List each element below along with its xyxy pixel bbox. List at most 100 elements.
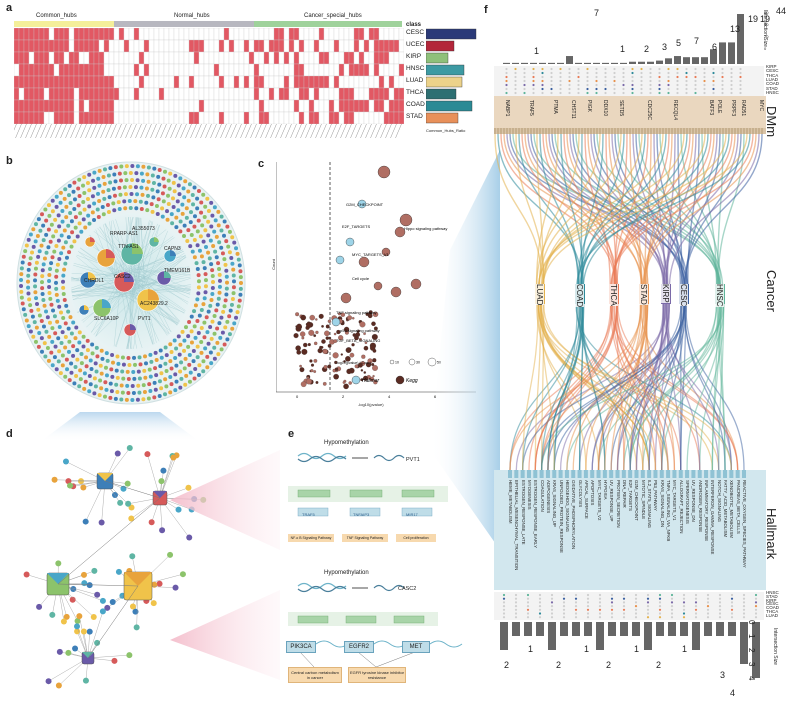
heatmap-cell xyxy=(333,28,340,41)
set-dot xyxy=(742,597,746,600)
heatmap-cell xyxy=(33,87,40,101)
heatmap-cell xyxy=(88,75,95,89)
network-node xyxy=(224,280,229,285)
heatmap-cell xyxy=(48,28,55,41)
network-node xyxy=(102,181,107,186)
heatmap-cell xyxy=(103,28,110,41)
heatmap-cell xyxy=(268,51,275,65)
network-node xyxy=(155,189,160,194)
dmm-gene-tick xyxy=(515,128,517,134)
network-node xyxy=(203,346,208,351)
dmm-gene-4: PIGK xyxy=(586,100,592,112)
heatmap-cell xyxy=(348,99,355,113)
network-node xyxy=(144,186,149,191)
enrichment-dot xyxy=(359,337,362,341)
subnetwork-node xyxy=(82,518,89,525)
network-node xyxy=(169,382,174,387)
gene-label-stub xyxy=(120,124,127,139)
network-node xyxy=(117,207,122,212)
heatmap-cell xyxy=(48,111,55,124)
hallmark-label-22: IL2_STAT5_SIGNALING xyxy=(647,480,653,528)
network-node xyxy=(135,164,140,169)
enrichment-dot xyxy=(301,348,308,355)
network-node xyxy=(27,297,32,302)
subnetwork-edge xyxy=(54,479,106,482)
network-node xyxy=(173,372,178,377)
heatmap-cell xyxy=(218,99,225,113)
set-dot xyxy=(730,71,733,75)
network-node xyxy=(184,206,189,211)
heatmap-cell xyxy=(278,75,285,89)
network-node xyxy=(198,234,203,239)
set-dot xyxy=(721,83,724,87)
heatmap-cell xyxy=(258,99,265,113)
network-node xyxy=(110,374,115,379)
set-dot xyxy=(502,608,506,611)
heatmap-cell xyxy=(378,63,385,77)
top-set-label-luad: LUAD xyxy=(766,76,779,82)
bottom-intersection-bar xyxy=(728,622,736,636)
heatmap-cell xyxy=(228,28,235,41)
set-dot xyxy=(568,83,571,87)
network-node xyxy=(150,173,155,178)
subnetwork-node xyxy=(45,678,52,685)
set-dot xyxy=(694,605,698,608)
heatmap-cell xyxy=(93,87,100,101)
heatmap-cell xyxy=(188,63,195,77)
dmm-gene-tick xyxy=(707,128,709,134)
dmm-gene-tick xyxy=(581,128,583,134)
network-node xyxy=(33,222,38,227)
network-node xyxy=(34,325,39,330)
heatmap-cell xyxy=(83,39,90,53)
heatmap-cell xyxy=(173,39,180,53)
heatmap-cell xyxy=(308,111,315,124)
heatmap-cell xyxy=(153,51,160,65)
heatmap-cell xyxy=(323,28,330,41)
network-node xyxy=(20,301,25,306)
network-node xyxy=(216,223,221,228)
network-node xyxy=(226,244,231,249)
dmm-gene-tick xyxy=(749,128,751,134)
network-node xyxy=(171,180,176,185)
set-dot xyxy=(685,91,688,95)
heatmap-cell xyxy=(293,39,300,53)
group-label-normal: Normal_hubs xyxy=(174,13,210,19)
network-node xyxy=(150,187,155,192)
network-node xyxy=(217,290,222,295)
network-node xyxy=(125,383,130,388)
heatmap-cell xyxy=(388,75,395,89)
dmm-band xyxy=(494,96,766,128)
set-dot xyxy=(640,75,643,79)
heatmap-cell xyxy=(258,111,265,124)
network-node xyxy=(54,194,59,199)
set-dot xyxy=(742,593,746,597)
network-node xyxy=(66,235,71,240)
set-dot xyxy=(694,71,697,75)
sankey-flow xyxy=(661,303,685,471)
network-node xyxy=(217,284,222,289)
bottom-count-2: 2 xyxy=(556,660,562,670)
dmm-gene-tick xyxy=(659,128,661,134)
heatmap-cell xyxy=(388,99,395,113)
heatmap-cell xyxy=(63,99,70,113)
heatmap-cell xyxy=(303,63,310,77)
heatmap-cell xyxy=(68,63,75,77)
network-node xyxy=(136,369,141,374)
heatmap-cell xyxy=(38,51,45,65)
heatmap-cell xyxy=(393,99,400,113)
heatmap-cell xyxy=(14,87,20,101)
e-top-gene: PVT1 xyxy=(406,457,420,463)
dmm-gene-tick xyxy=(728,128,730,134)
set-dot xyxy=(739,79,742,83)
gene-label-stub xyxy=(380,124,387,139)
heatmap-cell xyxy=(308,51,315,65)
network-node xyxy=(224,239,229,244)
heatmap-cell xyxy=(278,87,285,101)
enrichment-dot xyxy=(361,354,366,359)
heatmap-cell xyxy=(283,111,290,124)
subnetwork-node xyxy=(55,682,62,689)
hallmark-label-29: UV_RESPONSE_DN xyxy=(691,480,697,522)
network-node xyxy=(33,339,38,344)
network-node xyxy=(39,336,44,341)
set-dot xyxy=(532,79,535,83)
